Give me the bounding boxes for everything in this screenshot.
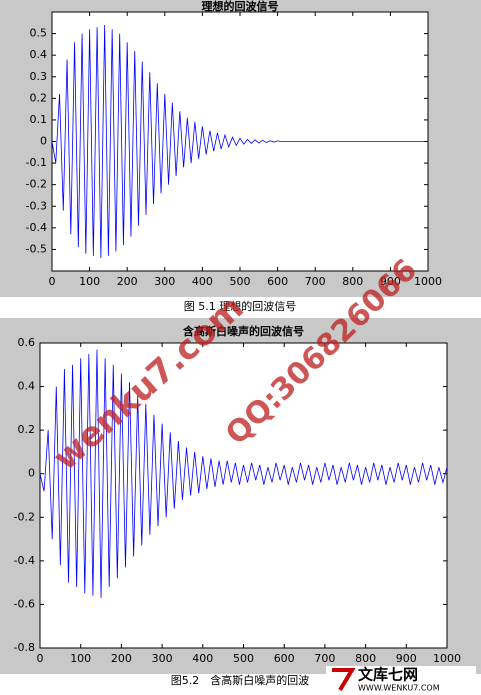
x-tick-label: 1000 [433, 652, 461, 665]
y-tick-label: -0.4 [14, 554, 35, 567]
x-tick-label: 300 [152, 652, 173, 665]
logo: 文库七网 WWW.WENKU7.COM [326, 666, 476, 693]
y-tick-label: -0.2 [14, 510, 35, 523]
x-tick-label: 600 [274, 652, 295, 665]
chart-title: 理想的回波信号 [202, 0, 279, 13]
y-tick-label: -0.2 [26, 178, 47, 191]
x-tick-label: 200 [111, 652, 132, 665]
logo-icon [332, 668, 356, 692]
y-tick-label: 0.2 [18, 423, 36, 436]
x-tick-label: 300 [154, 275, 175, 288]
x-tick-label: 0 [49, 275, 56, 288]
y-tick-label: 0.3 [30, 70, 48, 83]
x-tick-label: 700 [305, 275, 326, 288]
x-tick-label: 800 [355, 652, 376, 665]
y-tick-label: 0.4 [30, 48, 48, 61]
x-tick-label: 200 [117, 275, 138, 288]
signal-line [51, 24, 428, 259]
x-tick-label: 400 [192, 275, 213, 288]
y-tick-label: -0.6 [14, 597, 35, 610]
logo-text: 文库七网 [358, 666, 418, 684]
y-tick-label: -0.5 [26, 242, 47, 255]
y-tick-label: 0.6 [18, 336, 36, 349]
y-tick-label: -0.3 [26, 199, 47, 212]
y-tick-label: 0 [28, 467, 35, 480]
y-tick-label: 0.5 [30, 27, 48, 40]
x-tick-label: 900 [380, 275, 401, 288]
plot-area [39, 342, 448, 649]
figure-caption: 图 5.1 理想的回波信号 [184, 299, 297, 313]
x-tick-label: 400 [192, 652, 213, 665]
y-tick-label: 0.1 [30, 113, 48, 126]
y-tick-label: 0.4 [18, 380, 36, 393]
x-tick-label: 100 [79, 275, 100, 288]
x-tick-label: 700 [314, 652, 335, 665]
x-tick-label: 500 [233, 652, 254, 665]
x-tick-label: 900 [396, 652, 417, 665]
x-tick-label: 500 [230, 275, 251, 288]
x-tick-label: 800 [342, 275, 363, 288]
y-tick-label: 0.2 [30, 91, 48, 104]
y-tick-label: 0 [40, 135, 47, 148]
y-tick-label: -0.4 [26, 221, 47, 234]
x-tick-label: 1000 [414, 275, 442, 288]
logo-url: WWW.WENKU7.COM [358, 684, 440, 693]
y-tick-label: -0.1 [26, 156, 47, 169]
y-tick-label: -0.8 [14, 641, 35, 654]
x-tick-label: 100 [70, 652, 91, 665]
x-tick-label: 0 [37, 652, 44, 665]
x-tick-label: 600 [267, 275, 288, 288]
chart-title: 含高斯白噪声的回波信号 [182, 324, 304, 338]
signal-line [39, 349, 448, 598]
figure-caption: 图5.2 含高斯白噪声的回波 [171, 673, 310, 687]
